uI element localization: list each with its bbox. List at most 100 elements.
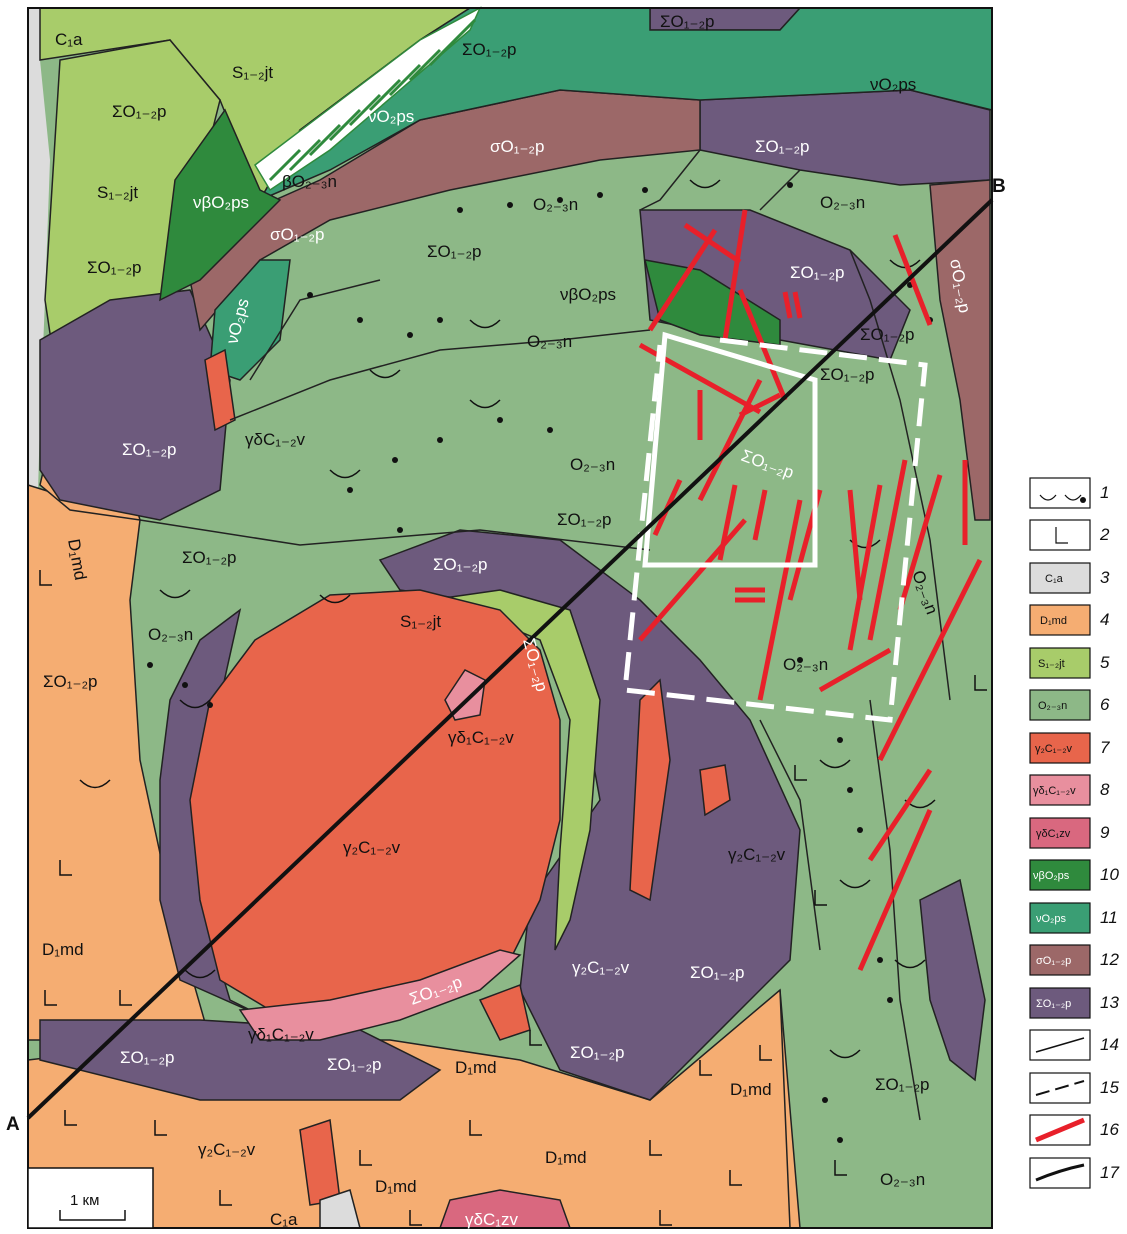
legend-item-4: D₁md 4 <box>1029 604 1109 636</box>
legend-num: 15 <box>1100 1078 1119 1097</box>
label-bO: βO₂₋₃n <box>282 172 337 191</box>
legend-item-14: 14 <box>1029 1029 1119 1061</box>
legend-num: 9 <box>1100 823 1110 842</box>
unit-SO12p-inner <box>159 608 271 1021</box>
unit-SO12p-east-edge <box>919 878 986 1082</box>
label-gd1C-1: γδ₁C₁₋₂v <box>448 728 514 747</box>
legend-num: 7 <box>1100 738 1110 757</box>
unit-SO12p-south <box>39 1019 442 1101</box>
legend-num: 5 <box>1100 653 1110 672</box>
label-g2C-1: γ₂C₁₋₂v <box>343 838 401 857</box>
label-SO-12: ΣO₁₋₂p <box>433 555 488 574</box>
profile-label-B: В <box>992 176 1006 197</box>
legend-item-11: νO₂ps 11 <box>1029 902 1118 934</box>
scale-bar-box <box>27 1167 154 1229</box>
study-area-dashed <box>622 337 928 723</box>
legend-item-7: γ₂C₁₋₂v 7 <box>1029 732 1110 764</box>
legend-item-15: 15 <box>1029 1072 1119 1104</box>
legend-num: 4 <box>1100 610 1109 629</box>
label-nO-2: νO₂ps <box>870 75 916 94</box>
legend-num: 8 <box>1100 780 1110 799</box>
legend-swatch-text: C₁a <box>1045 573 1064 585</box>
legend-item-9: γδC₁zv 9 <box>1029 817 1110 849</box>
legend-item-2: 2 <box>1029 519 1110 551</box>
legend-num: 6 <box>1100 695 1110 714</box>
label-D1md-4: D₁md <box>730 1080 772 1099</box>
scale-bar-label: 1 км <box>70 1192 99 1209</box>
label-O23n-4: O₂₋₃n <box>570 455 615 474</box>
legend-swatch-text: σO₁₋₂p <box>1036 955 1071 967</box>
label-O23n-2: O₂₋₃n <box>820 193 865 212</box>
label-nbO-1: νβO₂ps <box>193 193 249 212</box>
label-C1a-bottom: C₁a <box>270 1210 298 1229</box>
label-S12jt-c: S₁₋₂jt <box>400 612 441 631</box>
label-O23n-6: O₂₋₃n <box>783 655 828 674</box>
label-SO-8: ΣO₁₋₂p <box>122 440 177 459</box>
profile-line <box>26 198 994 1120</box>
legend-swatch-text: D₁md <box>1040 615 1067 627</box>
label-O23n-1: O₂₋₃n <box>533 195 578 214</box>
unit-sigmaO12p-east <box>929 179 991 521</box>
legend-num: 16 <box>1100 1120 1119 1139</box>
label-SO-19: ΣO₁₋₂p <box>570 1043 625 1062</box>
contact-lines <box>139 149 951 1229</box>
label-SO-10: ΣO₁₋₂p <box>557 510 612 529</box>
unit-gammadelta1C-rim <box>238 949 522 1041</box>
label-SO-15: ΣO₁₋₂p <box>690 963 745 982</box>
label-S12jt-a: S₁₋₂jt <box>232 63 273 82</box>
unit-gamma2C-knob <box>699 764 731 817</box>
fault-lines-red <box>638 209 983 972</box>
label-sO-2: σO₁₋₂p <box>270 225 324 244</box>
label-SO-2: ΣO₁₋₂p <box>462 40 517 59</box>
legend-num: 3 <box>1100 568 1110 587</box>
legend-num: 11 <box>1100 908 1118 927</box>
label-SO-1: ΣO₁₋₂p <box>112 102 167 121</box>
pattern-dots <box>147 182 933 1143</box>
label-SO-20: ΣO₁₋₂p <box>875 1075 930 1094</box>
legend-item-16: 16 <box>1029 1114 1119 1146</box>
unit-S12jt-arc <box>429 589 601 951</box>
label-SO-5: ΣO₁₋₂p <box>427 242 482 261</box>
legend-swatch-text: γδ₁C₁₋₂v <box>1033 785 1076 797</box>
label-SO-3: ΣO₁₋₂p <box>755 137 810 156</box>
legend-item-8: γδ₁C₁₋₂v 8 <box>1029 774 1110 806</box>
unit-gamma2C-pluton <box>189 589 561 1011</box>
label-SO-7: ΣO₁₋₂p <box>820 365 875 384</box>
label-gd1C-2: γδ₁C₁₋₂v <box>248 1025 314 1044</box>
legend-num: 17 <box>1100 1163 1119 1182</box>
unit-nubetaO2ps-north <box>159 108 282 302</box>
unit-gammadelta1C-knob <box>444 669 486 721</box>
label-D1md-6: D₁md <box>375 1177 417 1196</box>
legend-swatch-text: S₁₋₂jt <box>1038 658 1065 670</box>
legend-item-1: 1 <box>1029 477 1109 509</box>
label-O23n-5: O₂₋₃n <box>148 625 193 644</box>
legend-num: 13 <box>1100 993 1119 1012</box>
legend-swatch-text: γ₂C₁₋₂v <box>1035 743 1073 755</box>
label-SO-18: ΣO₁₋₂p <box>327 1055 382 1074</box>
unit-SO12p-west <box>39 289 231 521</box>
legend-num: 1 <box>1100 483 1109 502</box>
legend-item-3: C₁a 3 <box>1029 562 1110 594</box>
label-SO-11: ΣO₁₋₂p <box>182 548 237 567</box>
legend-item-17: 17 <box>1029 1157 1119 1189</box>
pattern-L-symbols <box>39 570 987 1226</box>
legend-swatch-text: νβO₂ps <box>1033 870 1070 882</box>
pattern-arcs <box>79 179 936 1059</box>
legend-num: 14 <box>1100 1035 1119 1054</box>
legend-swatch-text: O₂₋₃n <box>1038 700 1067 712</box>
scale-bar-line <box>59 1210 126 1221</box>
label-g2C-3: γ₂C₁₋₂v <box>572 958 630 977</box>
label-D1md-5: D₁md <box>545 1148 587 1167</box>
label-nbO-2: νβO₂ps <box>560 285 616 304</box>
legend-swatch-text: νO₂ps <box>1036 913 1066 925</box>
label-nO-1: νO₂ps <box>368 107 414 126</box>
label-SO-21: ΣO₁₋₂p <box>860 325 915 344</box>
label-SO-4: ΣO₁₋₂p <box>87 258 142 277</box>
label-SO-top: ΣO₁₋₂p <box>660 12 715 31</box>
label-SO-17: ΣO₁₋₂p <box>120 1048 175 1067</box>
legend-swatch-text: γδC₁zv <box>1036 828 1071 840</box>
label-D1md-3: D₁md <box>455 1058 497 1077</box>
unit-gamma2C-dike-1 <box>629 678 671 902</box>
label-O23n-3: O₂₋₃n <box>527 332 572 351</box>
